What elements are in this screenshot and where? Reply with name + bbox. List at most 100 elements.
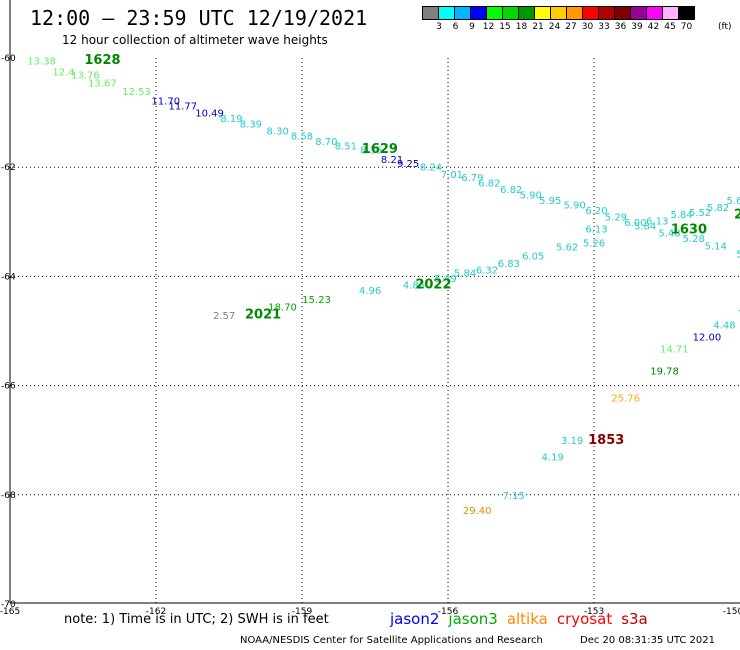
longitude-tick-label: -165 xyxy=(0,607,20,617)
pass-labels: 1628 1629 2023 1630 2022 2021 1853 xyxy=(84,53,740,448)
satellite-label-cryosat: cryosat xyxy=(556,610,613,628)
colorbar-label: 70 xyxy=(680,22,693,32)
wave-height-value: 4.48 xyxy=(713,320,735,331)
wave-height-value: 5.28 xyxy=(683,234,705,245)
wave-height-value: 5.82 xyxy=(707,203,729,214)
wave-height-value: 2.57 xyxy=(213,311,235,322)
wave-height-value: 5.26 xyxy=(583,239,605,250)
colorbar-unit: (ft) xyxy=(718,22,732,32)
wave-height-value: 5.29 xyxy=(605,212,627,223)
colorbar-label: 3 xyxy=(436,22,442,32)
generation-timestamp: Dec 20 08:31:35 UTC 2021 xyxy=(580,635,715,646)
wave-height-value: 9.25 xyxy=(397,159,419,170)
longitude-tick-label: -153 xyxy=(584,607,604,617)
colorbar-label: 9 xyxy=(469,22,475,32)
wave-height-value: 6.82 xyxy=(478,178,500,189)
map-subtitle: 12 hour collection of altimeter wave hei… xyxy=(62,33,328,47)
wave-height-value: 5.14 xyxy=(705,241,727,252)
wave-height-value: 25.76 xyxy=(611,394,640,405)
wave-height-value: 5.49 xyxy=(434,274,456,285)
colorbar-label: 6 xyxy=(452,22,459,32)
wave-height-value: 6.82 xyxy=(500,185,522,196)
wave-height-value: 7.01 xyxy=(441,170,463,181)
wave-height-value: 15.23 xyxy=(302,295,331,306)
colorbar-label: 15 xyxy=(499,22,511,32)
colorbar-label: 12 xyxy=(482,22,495,32)
wave-height-value: 11.70 xyxy=(151,97,180,108)
latitude-tick-label: -64 xyxy=(1,272,16,282)
wave-height-value: 4.96 xyxy=(359,286,381,297)
wave-height-value: 12.53 xyxy=(122,87,151,98)
wave-height-value: 13.76 xyxy=(71,70,100,81)
credit-line: NOAA/NESDIS Center for Satellite Applica… xyxy=(240,635,543,646)
latitude-tick-label: -68 xyxy=(1,491,16,501)
pass-time-label: 2021 xyxy=(245,308,281,323)
colorbar-swatch xyxy=(678,6,695,20)
wave-height-observations: 13.3812.413.7613.6712.5311.7011.7710.498… xyxy=(27,57,740,517)
latitude-tick-label: -66 xyxy=(1,382,16,392)
wave-height-value: 4.86 xyxy=(403,281,425,292)
axis-labels: -165 -162 -159 -156 -153 -150 -60 -62 -64 -66 -68 -… xyxy=(0,54,740,617)
wave-height-value: 4.29 xyxy=(739,305,740,316)
satellite-legend: jason2 jason3 altika cryosat s3a xyxy=(390,610,657,628)
wave-height-value: 18.70 xyxy=(268,302,297,313)
pass-time-label: 1629 xyxy=(362,142,398,157)
latitude-tick-label: -62 xyxy=(1,163,16,173)
wave-height-value: 5.84 xyxy=(671,210,693,221)
map-title: 12:00 – 23:59 UTC 12/19/2021 xyxy=(30,6,368,30)
footer-note: note: 1) Time is in UTC; 2) SWH is in fe… xyxy=(64,612,329,627)
colorbar-label: 24 xyxy=(548,22,561,32)
pass-time-label: 2022 xyxy=(415,277,451,292)
wave-height-value: 5.24 xyxy=(736,249,740,260)
wave-height-value: 8.58 xyxy=(291,132,313,143)
wave-height-value: 8.51 xyxy=(335,141,357,152)
wave-height-value: 8.39 xyxy=(240,120,262,131)
gridlines xyxy=(9,0,740,604)
wave-height-value: 13.38 xyxy=(27,57,56,68)
satellite-label-s3a: s3a xyxy=(621,610,648,628)
wave-height-value: 14.71 xyxy=(660,344,689,355)
wave-height-value: 11.77 xyxy=(168,102,197,113)
wave-height-value: 29.40 xyxy=(463,506,492,517)
satellite-label-jason2: jason2 xyxy=(390,610,440,628)
wave-height-value: 6.13 xyxy=(585,224,607,235)
colorbar-label: 39 xyxy=(631,22,643,32)
wave-height-value: 5.48 xyxy=(658,229,680,240)
latitude-tick-label: -70 xyxy=(1,600,16,610)
wave-height-value: 19.78 xyxy=(650,366,679,377)
wave-height-value: 6.32 xyxy=(476,265,498,276)
latitude-tick-label: -60 xyxy=(1,54,16,64)
wave-height-value: 5.52 xyxy=(689,208,711,219)
wave-height-value: 6.79 xyxy=(461,173,483,184)
colorbar-label: 33 xyxy=(598,22,610,32)
colorbar-label: 30 xyxy=(581,22,594,32)
longitude-tick-label: -156 xyxy=(438,607,459,617)
wave-height-value: 5.90 xyxy=(563,200,585,211)
pass-time-label: 1853 xyxy=(588,433,624,448)
wave-height-value: 12.00 xyxy=(693,332,722,343)
wave-height-value: 8.70 xyxy=(315,137,337,148)
satellite-label-altika: altika xyxy=(506,610,548,628)
longitude-tick-label: -162 xyxy=(146,607,166,617)
wave-height-value: 5.84 xyxy=(634,222,656,233)
wave-height-value: 8.21 xyxy=(381,155,403,166)
wave-height-value: 5.67 xyxy=(726,196,740,207)
longitude-tick-label: -159 xyxy=(292,607,313,617)
wave-height-value: 8.19 xyxy=(220,114,242,125)
wave-height-value: 5.90 xyxy=(520,191,542,202)
wave-height-value: 6.13 xyxy=(646,217,668,228)
wave-height-value: 3.19 xyxy=(561,436,583,447)
colorbar-labels: 3 6 9 12 15 18 21 24 27 30 33 36 39 42 45 70 xyxy=(422,22,740,36)
wave-height-value: 5.95 xyxy=(539,196,561,207)
colorbar-label: 45 xyxy=(664,22,676,32)
wave-height-value: 6.00 xyxy=(624,218,646,229)
wave-height-value: 4.19 xyxy=(542,453,564,464)
wave-height-value: 7.15 xyxy=(503,491,525,502)
wave-height-value: 10.49 xyxy=(195,109,224,120)
colorbar-label: 42 xyxy=(647,22,660,32)
pass-time-label: 2023 xyxy=(734,208,740,223)
wave-height-value: 5.62 xyxy=(556,242,578,253)
wave-height-value: 8.36 xyxy=(360,146,382,157)
colorbar-label: 21 xyxy=(532,22,544,32)
